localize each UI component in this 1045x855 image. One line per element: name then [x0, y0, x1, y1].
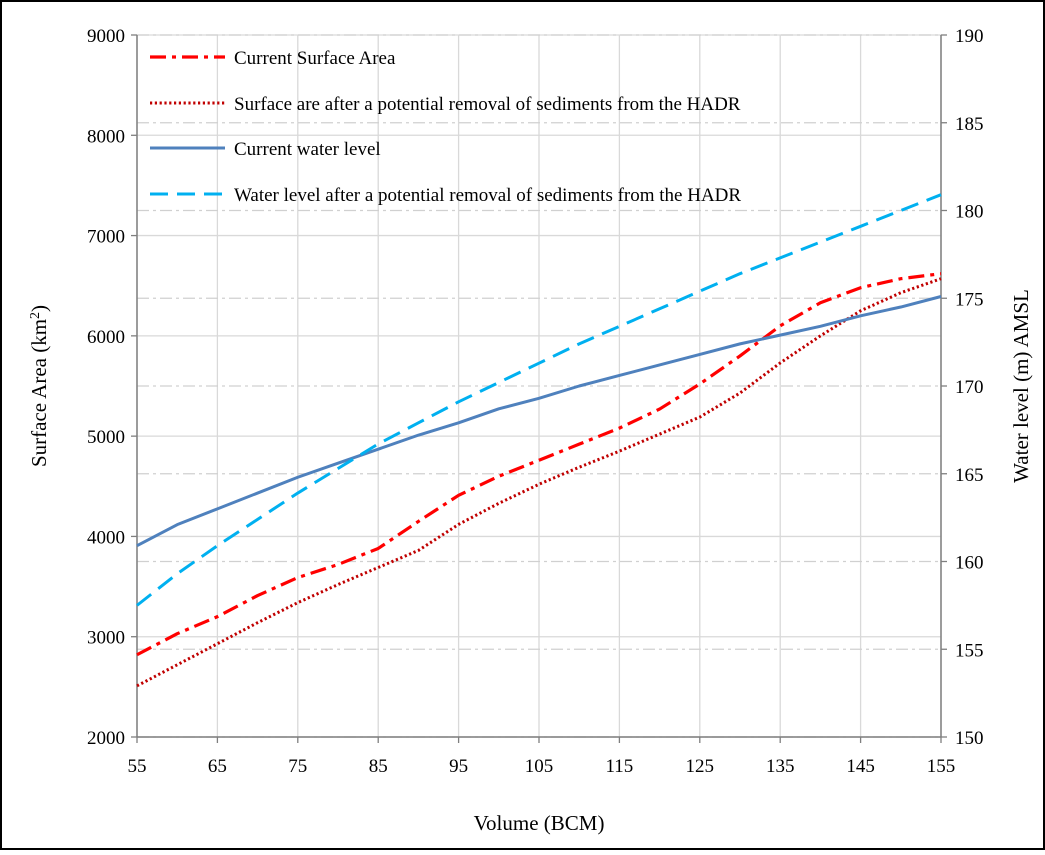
y-right-tick-label: 170	[955, 377, 984, 398]
x-tick-label: 125	[686, 756, 715, 777]
y-left-tick-label: 4000	[87, 527, 125, 548]
axes	[131, 34, 947, 743]
y-right-tick-label: 190	[955, 26, 984, 47]
y-left-tick-label: 3000	[87, 628, 125, 649]
series-line-3	[136, 295, 942, 548]
y-axis-left-title-superscript: 2	[28, 312, 43, 319]
legend-label-3: Current water level	[234, 139, 381, 160]
y-left-tick-label: 6000	[87, 327, 125, 348]
x-tick-label: 95	[449, 756, 468, 777]
tick-labels: 55 65 75 85 95 105 115 125 135 145 155 2000 3000 4000…	[87, 26, 984, 777]
y-axis-left-title: Surface Area (km2)	[27, 305, 51, 467]
series-line-1	[136, 272, 942, 657]
y-left-tick-label: 9000	[87, 26, 125, 47]
x-tick-label: 75	[288, 756, 307, 777]
x-tick-label: 155	[927, 756, 956, 777]
y-left-tick-label: 5000	[87, 427, 125, 448]
series-line-2	[136, 277, 942, 688]
legend-label-2: Surface are after a potential removal of…	[234, 94, 741, 115]
x-tick-label: 145	[846, 756, 875, 777]
y-left-tick-label: 2000	[87, 728, 125, 749]
legend: Current Surface Area Surface are after a …	[150, 48, 741, 206]
series-line-4	[136, 193, 942, 607]
x-tick-label: 105	[525, 756, 554, 777]
x-tick-label: 115	[606, 756, 634, 777]
series-lines	[136, 193, 942, 688]
x-tick-label: 55	[128, 756, 147, 777]
y-right-tick-label: 155	[955, 640, 984, 661]
y-axis-right-title: Water level (m) AMSL	[1009, 289, 1033, 483]
y-axis-left-title-main: Surface Area (km	[27, 319, 51, 467]
legend-label-4: Water level after a potential removal of…	[234, 185, 741, 206]
legend-label-1: Current Surface Area	[234, 48, 396, 69]
x-tick-label: 85	[369, 756, 388, 777]
x-tick-label: 65	[208, 756, 227, 777]
y-right-tick-label: 180	[955, 202, 984, 223]
y-right-tick-label: 160	[955, 553, 984, 574]
y-right-tick-label: 165	[955, 465, 984, 486]
y-right-tick-label: 185	[955, 114, 984, 135]
y-right-tick-label: 150	[955, 728, 984, 749]
y-right-tick-label: 175	[955, 289, 984, 310]
x-axis-title: Volume (BCM)	[474, 811, 605, 835]
y-axis-left-title-close: )	[27, 305, 51, 312]
y-left-tick-label: 8000	[87, 126, 125, 147]
y-left-tick-label: 7000	[87, 227, 125, 248]
x-tick-label: 135	[766, 756, 795, 777]
